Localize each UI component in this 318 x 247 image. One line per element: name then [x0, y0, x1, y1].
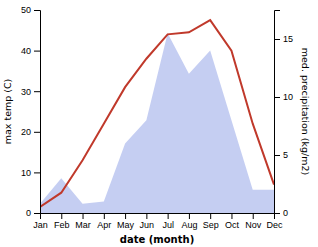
tick-label: Feb: [54, 220, 70, 230]
tick-mark: [189, 213, 190, 219]
tick-label: 30: [21, 87, 31, 97]
tick-label: May: [117, 220, 135, 230]
tick: 50: [21, 5, 40, 15]
tick-label: 40: [21, 46, 31, 56]
tick-label: 20: [21, 127, 31, 137]
tick: Oct: [225, 213, 240, 230]
chart: JanFebMarAprMayJunJulAugSepOctNovDec0102…: [0, 0, 318, 247]
tick-mark: [168, 213, 169, 219]
tick-label: Dec: [266, 220, 283, 230]
tick-mark: [61, 213, 62, 219]
tick-label: Jan: [33, 220, 48, 230]
tick: 0: [274, 208, 288, 218]
tick: Nov: [245, 213, 262, 230]
precipitation-area: [40, 33, 274, 213]
tick-mark: [125, 213, 126, 219]
tick-label: 10: [21, 168, 31, 178]
tick: May: [117, 213, 135, 230]
tick-mark: [274, 155, 280, 156]
tick-mark: [34, 213, 40, 214]
tick-mark: [274, 39, 280, 40]
tick-mark: [231, 213, 232, 219]
tick-label: Mar: [75, 220, 91, 230]
tick-mark: [34, 10, 40, 11]
tick: 40: [21, 46, 40, 56]
tick: 30: [21, 87, 40, 97]
tick-mark: [210, 213, 211, 219]
tick-mark: [274, 97, 280, 98]
y2-axis: 0 5 10 15: [274, 11, 293, 219]
x-axis-title: date (month): [120, 234, 194, 245]
y-axis: 0 10 20 30 40 50: [21, 5, 41, 218]
tick-mark: [253, 213, 254, 219]
tick-label: Jul: [162, 220, 174, 230]
tick: Feb: [54, 213, 70, 230]
tick: Mar: [75, 213, 91, 230]
y2-axis-title: med. precipitation (kg/m2): [300, 48, 311, 175]
tick-label: 0: [283, 208, 288, 218]
tick-label: 15: [283, 34, 293, 44]
tick: Jan: [33, 213, 48, 230]
temperature-line: [40, 20, 274, 207]
tick: Apr: [97, 213, 111, 230]
tick: 10: [274, 92, 293, 102]
tick-label: 50: [21, 5, 31, 15]
tick: 10: [21, 168, 40, 178]
tick-mark: [146, 213, 147, 219]
tick-label: Oct: [225, 220, 240, 230]
axis-line: [275, 11, 281, 214]
plot: JanFebMarAprMayJunJulAugSepOctNovDec0102…: [2, 5, 311, 245]
tick-label: 0: [26, 208, 31, 218]
tick-label: Nov: [245, 220, 262, 230]
tick-mark: [274, 213, 280, 214]
tick-label: Apr: [97, 220, 111, 230]
tick-label: Jun: [140, 220, 155, 230]
tick-mark: [83, 213, 84, 219]
tick-label: Aug: [181, 220, 197, 230]
y-axis-title: max temp (C): [2, 79, 13, 145]
x-axis: Jan Feb Mar Apr May Jun Jul Aug Sep Oct Nov Dec: [33, 213, 283, 230]
tick: 0: [26, 208, 40, 218]
tick-mark: [34, 51, 40, 52]
tick: Jun: [140, 213, 155, 230]
tick: Sep: [203, 213, 219, 230]
tick-label: Sep: [203, 220, 219, 230]
tick-label: 5: [283, 150, 288, 160]
tick: Aug: [181, 213, 197, 230]
tick-label: 10: [283, 92, 293, 102]
tick-mark: [34, 91, 40, 92]
tick-mark: [34, 132, 40, 133]
tick: Jul: [162, 213, 174, 230]
axis-line: [41, 214, 275, 220]
tick: 5: [274, 150, 288, 160]
axis-line: [34, 11, 41, 214]
marks: [40, 20, 274, 213]
tick: Dec: [266, 213, 283, 230]
tick-mark: [34, 172, 40, 173]
tick-mark: [104, 213, 105, 219]
tick: 15: [274, 34, 293, 44]
tick: 20: [21, 127, 40, 137]
